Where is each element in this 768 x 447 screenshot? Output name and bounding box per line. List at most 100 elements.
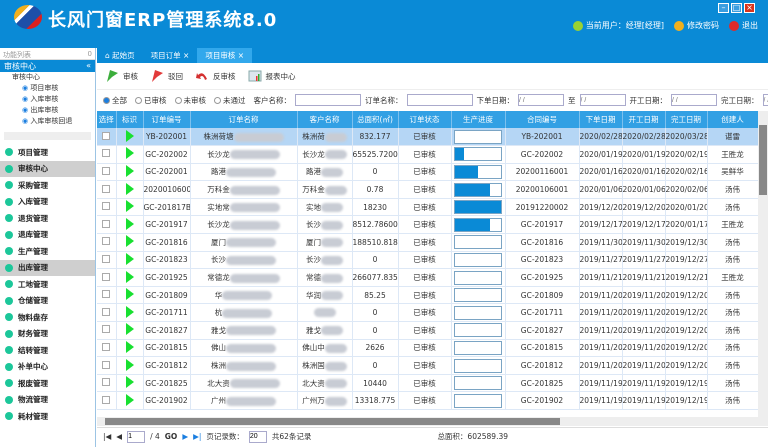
- radio-all[interactable]: 全部: [103, 95, 127, 106]
- order-date-to[interactable]: [579, 94, 626, 106]
- last-page-icon[interactable]: ▶|: [193, 432, 202, 441]
- close-tab-icon[interactable]: ×: [183, 51, 190, 60]
- approve-button[interactable]: 审核: [105, 69, 138, 83]
- tree-root[interactable]: 审核中心: [12, 73, 40, 81]
- table-row[interactable]: GC-201817B 实地常 实地 18230 已审核 20191220002 2019/1…: [97, 198, 758, 217]
- sidebar-item[interactable]: 退货管理: [0, 210, 95, 227]
- table-row[interactable]: GC-201816 厦门 厦门 188510.818 已审核 GC-201816 2019/…: [97, 233, 758, 252]
- column-header[interactable]: 选择: [97, 111, 117, 128]
- customer-name-input[interactable]: [295, 94, 361, 106]
- radio-approved[interactable]: 已审核: [135, 95, 167, 106]
- tree-item-inbound-audit[interactable]: 入库审核: [12, 94, 95, 105]
- column-header[interactable]: 开工日期: [622, 111, 666, 128]
- tree-item-inbound-rollback[interactable]: 入库审核回退: [12, 116, 95, 127]
- vertical-scrollbar[interactable]: [758, 111, 768, 417]
- row-checkbox[interactable]: [97, 233, 117, 252]
- page-size-input[interactable]: [248, 430, 267, 443]
- column-header[interactable]: 总面积(㎡): [352, 111, 399, 128]
- column-header[interactable]: 客户名称: [297, 111, 353, 128]
- column-header[interactable]: 订单状态: [398, 111, 452, 128]
- column-header[interactable]: 订单名称: [190, 111, 298, 128]
- table-row[interactable]: GC-201902 广州 广州万 13318.775 已审核 GC-201902 2019/…: [97, 391, 758, 410]
- table-row[interactable]: GC-201825 北大资 北大资 10440 已审核 GC-201825 2019/11/…: [97, 374, 758, 393]
- table-row[interactable]: GC-201917长沙龙长沙8512.78600...已审核GC-2019172…: [97, 215, 758, 235]
- close-tab-icon[interactable]: ×: [237, 51, 245, 60]
- sidebar-item[interactable]: 退库管理: [0, 227, 95, 244]
- first-page-icon[interactable]: |◀: [103, 432, 112, 441]
- tab-project-audit[interactable]: 项目审核 ×: [197, 48, 253, 63]
- tree-hscrollbar[interactable]: [4, 132, 91, 140]
- sidebar-item[interactable]: 结转管理: [0, 342, 95, 359]
- sidebar-item[interactable]: 审核中心: [0, 160, 95, 177]
- tree-item-outbound-audit[interactable]: 出库审核: [12, 105, 95, 116]
- column-header[interactable]: 创建人: [707, 111, 758, 128]
- sidebar-item[interactable]: 生产管理: [0, 243, 95, 260]
- start-date-input[interactable]: [671, 94, 717, 106]
- row-checkbox[interactable]: [97, 268, 117, 287]
- table-row[interactable]: GC-201827 雅戈 雅戈 0 已审核 GC-201827 2019/11/20 2019…: [97, 321, 758, 340]
- table-row[interactable]: GC-201812 株洲 株洲国 0 已审核 GC-201812 2019/11/20 201…: [97, 356, 758, 375]
- table-row[interactable]: 20200106001万科金万科金0.78已审核202001060012020/…: [97, 180, 758, 199]
- page-input[interactable]: [127, 430, 146, 443]
- pin-button[interactable]: 0: [87, 50, 92, 58]
- row-checkbox[interactable]: [97, 356, 117, 375]
- row-checkbox[interactable]: [97, 180, 117, 199]
- sidebar-item[interactable]: 仓储管理: [0, 293, 95, 310]
- next-page-icon[interactable]: ▶: [182, 432, 189, 441]
- column-header[interactable]: 完工日期: [665, 111, 708, 128]
- sidebar-item[interactable]: 采购管理: [0, 177, 95, 194]
- table-row[interactable]: GC-201925常德龙常德266077.835...已审核GC-2019252…: [97, 268, 758, 287]
- sidebar-item[interactable]: 报废管理: [0, 375, 95, 392]
- prev-page-icon[interactable]: ◀: [116, 432, 123, 441]
- tab-home[interactable]: ⌂ 起始页: [105, 51, 135, 60]
- tab-project-orders[interactable]: 项目订单 ×: [150, 51, 190, 60]
- sidebar-section-header[interactable]: 审核中心 «: [0, 60, 95, 72]
- table-row[interactable]: GC-201809 华华润 85.25 已审核 GC-201809 2019/11/20 2…: [97, 286, 758, 305]
- row-checkbox[interactable]: [97, 215, 117, 235]
- row-checkbox[interactable]: [97, 321, 117, 340]
- reject-button[interactable]: 驳回: [150, 69, 183, 83]
- row-checkbox[interactable]: [97, 339, 117, 358]
- change-password-link[interactable]: 修改密码: [674, 20, 719, 31]
- column-header[interactable]: 下单日期: [579, 111, 623, 128]
- collapse-icon[interactable]: «: [86, 61, 91, 70]
- table-row[interactable]: GC-202001 路港 路港 0 已审核 20200116001 2020/01/16 20…: [97, 163, 758, 182]
- table-row[interactable]: GC-202002长沙龙长沙龙65525.7200...已审核GC-202002…: [97, 145, 758, 164]
- unapprove-button[interactable]: 反审核: [195, 69, 236, 83]
- sidebar-item[interactable]: 财务管理: [0, 326, 95, 343]
- finish-date-input[interactable]: [762, 94, 768, 106]
- table-row[interactable]: GC-201815 佛山 佛山中 2626 已审核 GC-201815 2019/11/20…: [97, 339, 758, 358]
- close-button[interactable]: ×: [744, 3, 755, 13]
- row-checkbox[interactable]: [97, 303, 117, 323]
- table-row[interactable]: GC-201823 长沙 长沙 0 已审核 GC-201823 2019/11/27 2019…: [97, 251, 758, 270]
- row-checkbox[interactable]: [97, 374, 117, 393]
- column-header[interactable]: 合同编号: [505, 111, 580, 128]
- column-header[interactable]: 生产进度: [451, 111, 506, 128]
- sidebar-item[interactable]: 补单中心: [0, 359, 95, 376]
- sidebar-item[interactable]: 耗材管理: [0, 408, 95, 425]
- sidebar-item[interactable]: 工地管理: [0, 276, 95, 293]
- sidebar-item[interactable]: 出库管理: [0, 259, 95, 276]
- sidebar-item[interactable]: 入库管理: [0, 194, 95, 211]
- order-date-from[interactable]: [518, 94, 564, 106]
- sidebar-item[interactable]: 项目管理: [0, 144, 95, 161]
- tree-item-project-audit[interactable]: 项目审核: [12, 83, 95, 94]
- logout-link[interactable]: 退出: [729, 20, 758, 31]
- radio-rejected[interactable]: 未通过: [214, 95, 246, 106]
- row-checkbox[interactable]: [97, 128, 117, 147]
- report-center-button[interactable]: 报表中心: [248, 69, 296, 83]
- column-header[interactable]: 标识: [116, 111, 144, 128]
- column-header[interactable]: 订单编号: [143, 111, 191, 128]
- maximize-button[interactable]: □: [731, 3, 742, 13]
- table-row[interactable]: YB-202001 株洲荷塘 株洲荷 832.177 已审核 YB-202001 2020/…: [97, 128, 758, 147]
- radio-unapproved[interactable]: 未审核: [174, 95, 206, 106]
- row-checkbox[interactable]: [97, 145, 117, 164]
- row-checkbox[interactable]: [97, 251, 117, 270]
- go-button[interactable]: GO: [164, 432, 178, 441]
- horizontal-scrollbar[interactable]: [97, 417, 768, 426]
- row-checkbox[interactable]: [97, 198, 117, 217]
- row-checkbox[interactable]: [97, 163, 117, 182]
- row-checkbox[interactable]: [97, 391, 117, 410]
- sidebar-item[interactable]: 物流管理: [0, 392, 95, 409]
- order-name-input[interactable]: [406, 94, 473, 106]
